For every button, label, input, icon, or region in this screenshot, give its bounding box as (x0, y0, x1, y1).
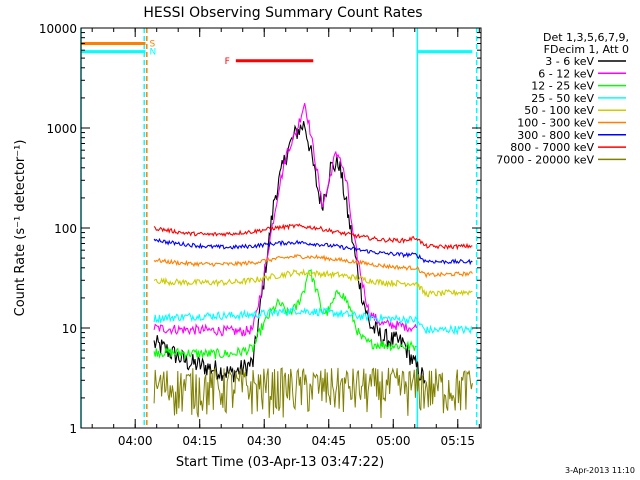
series-line (153, 269, 417, 360)
x-tick-label: 04:30 (247, 434, 282, 448)
annotation-label-n: N (150, 48, 157, 58)
series-300-800-kev (153, 237, 473, 266)
annotation-label-f: F (225, 57, 230, 67)
x-tick-label: 04:00 (118, 434, 153, 448)
series-line (153, 253, 473, 279)
y-tick-label: 100 (54, 222, 77, 236)
series-3-6-kev (153, 121, 426, 384)
legend-label-800-7000-kev: 800 - 7000 keV (510, 141, 594, 154)
x-tick-label: 05:00 (376, 434, 411, 448)
series-50-100-kev (153, 268, 473, 298)
legend-label-25-50-kev: 25 - 50 keV (531, 92, 594, 105)
legend-label-100-300-kev: 100 - 300 keV (517, 117, 594, 130)
x-axis-label: Start Time (03-Apr-13 03:47:22) (176, 455, 384, 470)
series-line (153, 237, 473, 266)
series-line (153, 121, 426, 384)
y-tick-label: 10000 (39, 22, 77, 36)
y-tick-label: 1 (69, 422, 77, 436)
series-line (153, 268, 473, 298)
legend-header-line-2: FDecim 1, Att 0 (544, 43, 629, 56)
x-tick-label: 04:45 (311, 434, 346, 448)
series-6-12-kev (153, 103, 418, 337)
annotation-label-s: S (150, 39, 156, 49)
y-axis-label: Count Rate (s⁻¹ detector⁻¹) (13, 140, 28, 317)
series-line (153, 367, 473, 419)
x-tick-label: 04:15 (182, 434, 217, 448)
legend-label-6-12-kev: 6 - 12 keV (538, 67, 594, 80)
series-100-300-kev (153, 253, 473, 279)
series-12-25-kev (153, 269, 417, 360)
series-25-50-kev (153, 306, 473, 336)
series-line (153, 223, 473, 251)
y-tick-label: 10 (62, 322, 77, 336)
annotation-layer: SN F (81, 39, 473, 67)
legend-label-50-100-kev: 50 - 100 keV (524, 104, 594, 117)
legend-header-line-1: Det 1,3,5,6,7,9, (543, 31, 629, 44)
chart-title: HESSI Observing Summary Count Rates (143, 5, 422, 21)
series-line (153, 103, 418, 337)
y-tick-label: 1000 (46, 122, 77, 136)
legend-label-12-25-kev: 12 - 25 keV (531, 80, 594, 93)
series-7000-20000-kev (153, 367, 473, 419)
legend-label-300-800-kev: 300 - 800 keV (517, 129, 594, 142)
legend-label-3-6-kev: 3 - 6 keV (545, 55, 594, 68)
series-line (153, 306, 473, 336)
legend: Det 1,3,5,6,7,9, FDecim 1, Att 0 3 - 6 k… (496, 31, 629, 166)
legend-label-7000-20000-kev: 7000 - 20000 keV (496, 153, 594, 166)
timestamp: 3-Apr-2013 11:10 (565, 466, 635, 475)
x-tick-label: 05:15 (440, 434, 475, 448)
series-800-7000-kev (153, 223, 473, 251)
plot-axes: 04:00 04:15 04:30 04:45 05:00 05:15 1 10 100 1000… (39, 22, 482, 448)
series-layer (153, 103, 473, 419)
